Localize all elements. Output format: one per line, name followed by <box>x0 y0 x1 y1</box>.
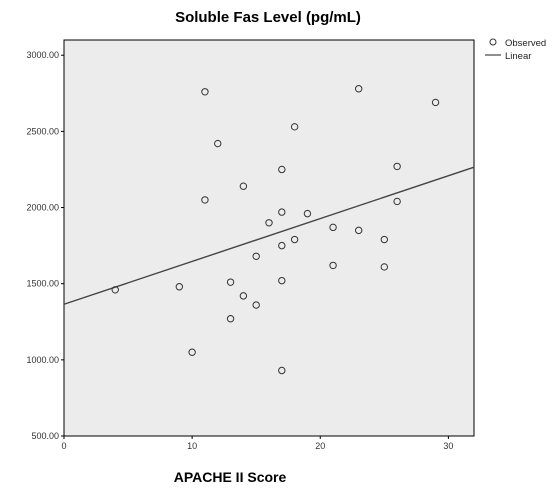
data-point <box>393 197 401 206</box>
data-point <box>329 223 337 232</box>
data-point <box>188 348 196 356</box>
data-point <box>380 235 389 244</box>
regression-line <box>63 166 475 305</box>
data-point <box>239 182 248 190</box>
data-point <box>111 286 119 294</box>
data-point <box>354 85 363 93</box>
data-point <box>278 241 286 250</box>
regression-layer <box>63 166 475 305</box>
data-point <box>303 209 312 218</box>
legend-linear-label: Linear <box>505 51 531 62</box>
y-tick-label: 1500.00 <box>26 279 59 289</box>
data-point <box>201 196 209 204</box>
x-tick-label: 30 <box>443 441 453 451</box>
data-point <box>214 139 222 148</box>
chart-title: Soluble Fas Level (pg/mL) <box>175 9 361 26</box>
data-point <box>290 235 299 244</box>
data-point <box>431 98 440 107</box>
data-point <box>354 226 363 235</box>
legend-observed-marker <box>489 38 497 46</box>
y-tick-label: 2500.00 <box>26 126 59 136</box>
data-point <box>226 278 235 286</box>
data-point <box>278 276 286 285</box>
data-point <box>278 208 286 216</box>
data-point <box>329 261 337 270</box>
data-point <box>278 165 286 174</box>
data-point <box>252 252 260 260</box>
y-tick-label: 1000.00 <box>26 355 59 365</box>
legend: Observed Linear <box>485 38 546 62</box>
data-point <box>278 366 286 375</box>
data-point <box>252 301 260 309</box>
x-tick-label: 10 <box>187 441 197 451</box>
data-point <box>239 292 248 300</box>
data-point <box>175 283 184 291</box>
points-layer <box>111 85 440 375</box>
x-tick-label: 20 <box>315 441 325 451</box>
plot-area <box>63 39 475 437</box>
x-axis-label: APACHE II Score <box>174 469 287 485</box>
data-point <box>380 263 389 271</box>
y-tick-label: 3000.00 <box>26 50 59 60</box>
data-point <box>265 219 273 227</box>
ticks-layer: 500.00 1000.00 1500.00 2000.00 2500.00 3000.0… <box>26 50 453 451</box>
legend-observed-label: Observed <box>505 38 546 49</box>
data-point <box>226 315 235 323</box>
data-point <box>201 88 209 96</box>
y-tick-label: 500.00 <box>31 431 59 441</box>
y-tick-label: 2000.00 <box>26 203 59 213</box>
data-point <box>290 123 299 131</box>
x-tick-label: 0 <box>61 441 66 451</box>
data-point <box>393 162 401 171</box>
